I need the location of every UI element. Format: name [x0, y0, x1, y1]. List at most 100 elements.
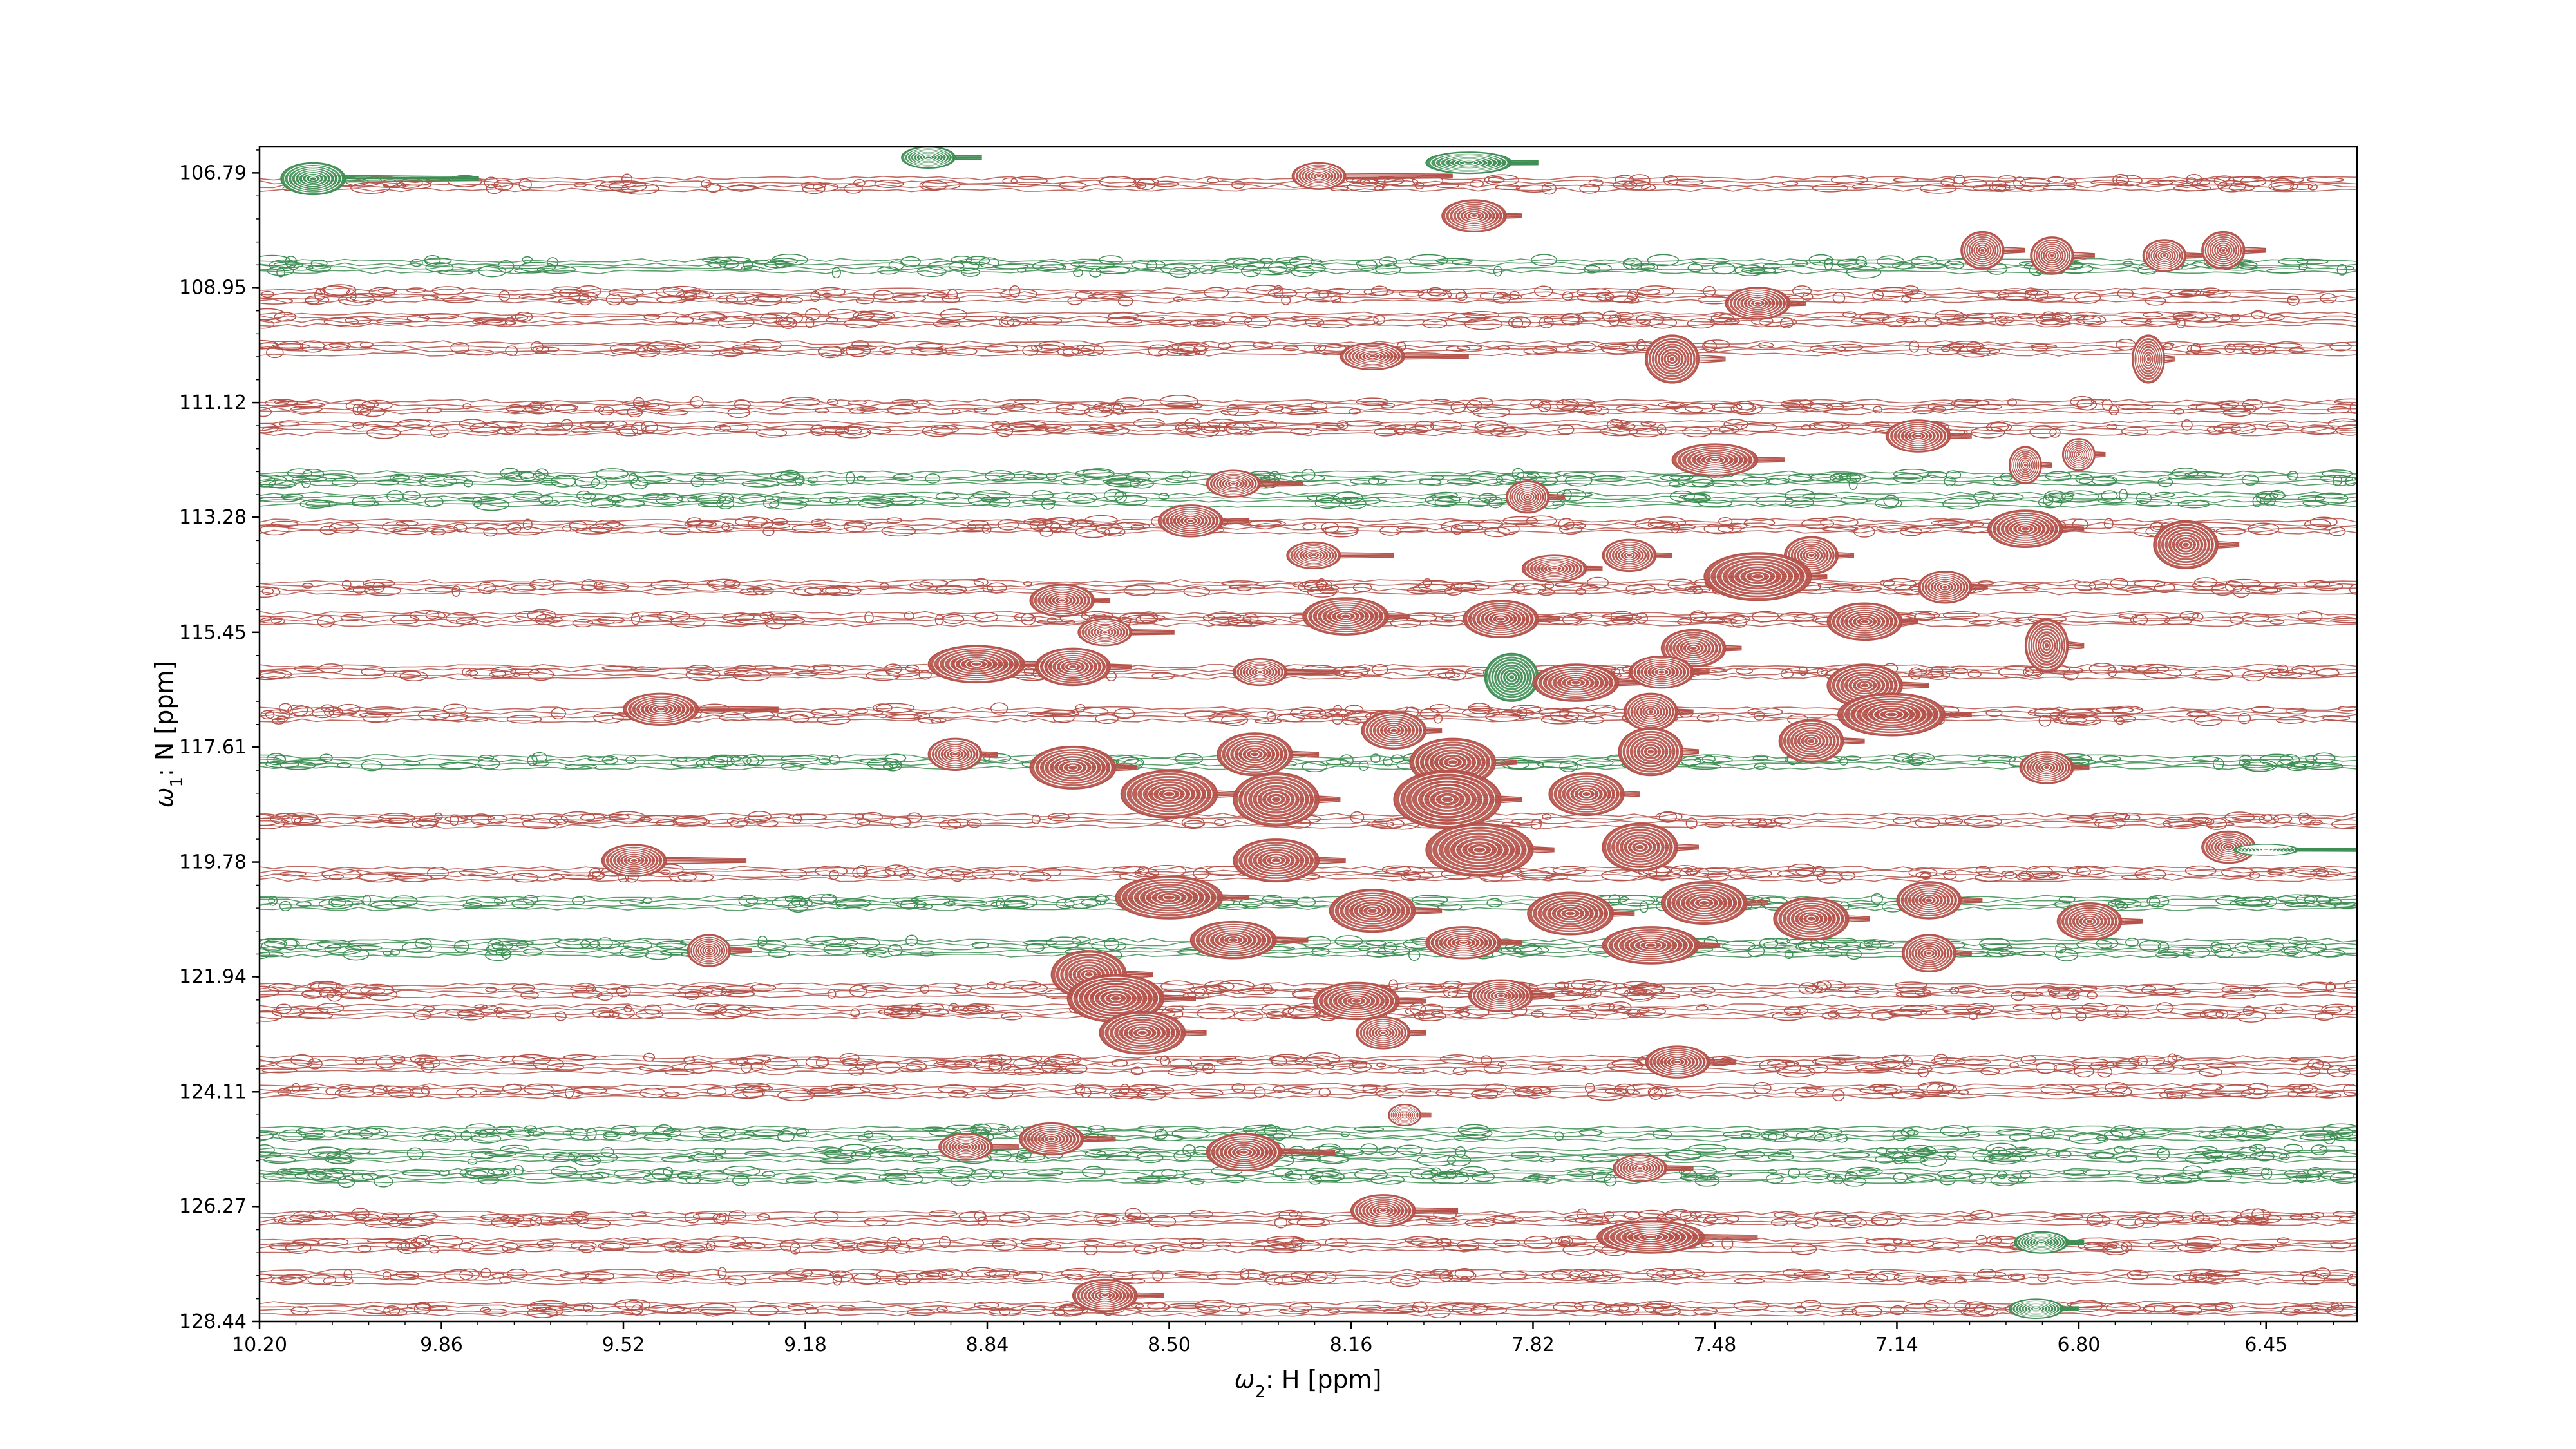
ridge-contour — [721, 613, 755, 621]
ridge-contour — [2038, 715, 2052, 727]
ridge-strand — [260, 348, 2357, 353]
ridge-contour — [2297, 495, 2325, 502]
ridge-contour — [2121, 317, 2152, 326]
ridge-contour — [643, 897, 653, 904]
ridge-contour — [817, 715, 851, 725]
ridge-contour — [1151, 672, 1175, 680]
ridge-contour — [1703, 523, 1734, 535]
ridge-contour — [835, 900, 871, 909]
ridge-contour — [1920, 183, 1957, 194]
ridge-contour — [2043, 490, 2066, 502]
ridge-contour — [1328, 287, 1350, 295]
ridge-contour — [1133, 418, 1165, 428]
ridge-contour — [1872, 290, 1884, 300]
ridge-contour — [532, 760, 550, 766]
ridge-contour — [285, 256, 298, 268]
ridge-contour — [1774, 817, 1791, 825]
ridge-contour — [900, 900, 918, 910]
ridge-contour — [323, 317, 359, 327]
peak-contour-level — [1885, 419, 1951, 453]
ridge-contour — [450, 342, 470, 354]
ridge-contour — [1485, 712, 1522, 722]
peak-contour-level — [1671, 443, 1759, 477]
ridge-contour — [727, 185, 759, 191]
ridge-contour — [558, 289, 582, 298]
ridge-contour — [696, 520, 730, 533]
ridge-contour — [1615, 312, 1634, 319]
ridge-contour — [1082, 468, 1115, 479]
ridge-contour — [302, 468, 325, 480]
ridge-contour — [1784, 667, 1824, 674]
peak-contour-level — [927, 737, 983, 772]
ridge-contour — [535, 614, 555, 625]
ridge-contour — [1025, 943, 1045, 952]
ridge-contour — [621, 182, 659, 195]
ridge-contour — [2031, 343, 2058, 349]
ridge-contour — [558, 298, 580, 305]
ridge-contour — [905, 664, 919, 672]
ridge-contour — [905, 934, 918, 947]
ridge-contour — [2224, 343, 2236, 354]
ridge-contour — [1534, 285, 1553, 298]
ridge-contour — [611, 348, 633, 355]
ridge-contour — [518, 261, 556, 273]
ridge-contour — [2058, 714, 2097, 725]
ridge-contour — [305, 500, 338, 507]
ridge-contour — [1365, 940, 1387, 946]
ridge-contour — [271, 343, 311, 350]
ridge-contour — [1701, 755, 1716, 764]
ridge-contour — [738, 895, 758, 907]
ridge-contour — [1468, 705, 1492, 712]
ridge-contour — [1740, 869, 1772, 878]
ridge-contour — [595, 520, 621, 529]
peak-contour-level — [1233, 658, 1288, 687]
ridge-contour — [844, 426, 862, 435]
ridge-contour — [836, 904, 848, 910]
peak-contour-level — [1896, 881, 1962, 920]
ridge-contour — [1893, 473, 1924, 484]
ridge-contour — [1871, 893, 1884, 905]
ridge-contour — [1667, 578, 1695, 591]
ridge-contour — [1708, 618, 1725, 624]
ridge-contour — [718, 493, 734, 504]
ridge-contour — [269, 260, 300, 272]
ridge-contour — [301, 583, 314, 589]
ridge-contour — [925, 473, 941, 484]
ridge-contour — [1316, 422, 1345, 430]
ridge-contour — [2197, 821, 2235, 827]
ridge-contour — [1444, 586, 1463, 596]
ridge-contour — [639, 815, 676, 824]
ridge-contour — [1578, 311, 1605, 321]
ridge-strand — [260, 898, 2357, 904]
ridge-contour — [1501, 294, 1522, 300]
ridge-contour — [2239, 755, 2252, 762]
ridge-contour — [1495, 474, 1522, 485]
ridge-contour — [1075, 469, 1113, 478]
ridge-contour — [424, 587, 460, 593]
ridge-contour — [875, 703, 915, 714]
ridge-contour — [687, 311, 726, 321]
ridge-contour — [2007, 398, 2017, 407]
ridge-contour — [989, 497, 1011, 508]
ridge-contour — [1075, 704, 1086, 713]
ridge-contour — [2112, 705, 2143, 715]
ridge-contour — [1674, 405, 1704, 413]
ridge-contour — [2228, 184, 2255, 192]
ridge-contour — [967, 520, 989, 527]
ridge-contour — [493, 179, 513, 191]
ridge-contour — [396, 520, 419, 527]
ridge-contour — [939, 819, 961, 830]
ridge-contour — [1093, 402, 1122, 412]
ridge-contour — [427, 866, 449, 880]
ridge-contour — [1969, 521, 1984, 527]
ridge-contour — [2210, 941, 2222, 954]
ridge-contour — [382, 521, 409, 533]
ridge-contour — [2182, 313, 2220, 322]
ridge-contour — [1913, 262, 1946, 269]
ridge-contour — [301, 478, 311, 488]
ridge-strand — [260, 398, 2357, 404]
ridge-contour — [2268, 406, 2285, 412]
ridge-contour — [1541, 400, 1579, 412]
ridge-contour — [601, 755, 618, 765]
ridge-contour — [363, 585, 402, 596]
